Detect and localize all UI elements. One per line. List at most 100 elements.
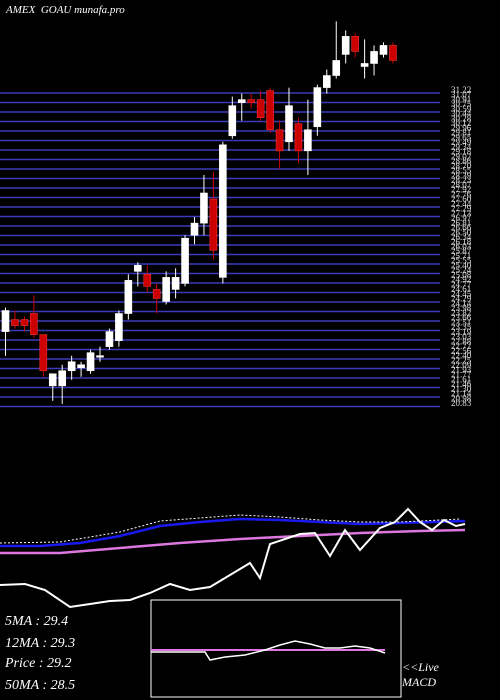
price-tick-label: 25.40 — [451, 260, 472, 270]
price-tick-label: 21.77 — [451, 370, 472, 380]
candle-down — [256, 99, 265, 119]
price-tick-label: 25.55 — [451, 256, 472, 266]
candle-down — [39, 334, 48, 372]
candle-down — [294, 123, 303, 152]
candle-up — [313, 87, 322, 128]
candle-up — [134, 265, 142, 272]
candle-up — [96, 355, 104, 358]
price-tick-label: 29.18 — [451, 147, 472, 157]
candle-up — [360, 63, 369, 67]
candle-down — [152, 289, 161, 299]
indicator-panel — [0, 507, 466, 698]
price-tick-label: 29.49 — [451, 137, 472, 147]
price-tick-label: 30.75 — [451, 99, 472, 109]
candle-up — [162, 277, 170, 302]
price-tick-label: 28.86 — [451, 156, 472, 166]
candle-up — [228, 105, 237, 137]
price-tick-label: 26.81 — [451, 218, 471, 228]
candle-up — [237, 99, 246, 103]
price-tick-label: 30.12 — [451, 118, 471, 128]
price-tick-label: 25.08 — [451, 270, 472, 280]
price-tick-label: 30.28 — [451, 113, 472, 123]
price-axis-labels: 31.2231.0730.9130.7530.5930.4430.2830.12… — [451, 85, 472, 408]
stat-price: Price : 29.2 — [5, 656, 72, 671]
price-tick-label: 21.93 — [451, 365, 472, 375]
price-tick-label: 24.77 — [451, 279, 472, 289]
candle-down — [20, 319, 29, 326]
price-tick-label: 24.45 — [451, 289, 472, 299]
price-tick-label: 23.82 — [451, 308, 471, 318]
price-tick-label: 24.92 — [451, 275, 471, 285]
price-tick-label: 29.65 — [451, 132, 472, 142]
ma-fast-line — [0, 517, 466, 548]
site-label: munafa.pro — [74, 4, 125, 16]
price-tick-label: 28.55 — [451, 166, 472, 176]
candle-up — [304, 129, 312, 152]
price-tick-label: 26.34 — [451, 232, 472, 242]
candle-up — [86, 352, 95, 372]
price-tick-label: 30.44 — [451, 109, 472, 119]
symbol-label: GOAU — [40, 4, 72, 16]
candle-down — [351, 36, 359, 52]
candle-up — [58, 370, 67, 387]
price-tick-label: 28.23 — [451, 175, 472, 185]
candle-up — [124, 280, 133, 314]
candle-up — [219, 144, 227, 278]
price-tick-label: 29.02 — [451, 151, 471, 161]
price-tick-label: 30.59 — [451, 104, 472, 114]
price-tick-label: 26.18 — [451, 237, 472, 247]
price-tick-label: 26.66 — [451, 223, 472, 233]
price-tick-label: 31.22 — [451, 85, 471, 95]
candle-up — [105, 331, 114, 347]
candle-up — [67, 361, 76, 372]
live-label: <<Live — [402, 660, 439, 674]
price-tick-label: 23.66 — [451, 313, 472, 323]
price-tick-label: 21.30 — [451, 384, 472, 394]
price-tick-label: 29.81 — [451, 128, 471, 138]
macd-line — [151, 640, 386, 661]
price-tick-label: 29.96 — [451, 123, 472, 133]
price-tick-label: 22.40 — [451, 351, 472, 361]
candle-up — [332, 60, 341, 76]
candle-down — [30, 313, 38, 335]
price-tick-label: 20.83 — [451, 398, 472, 408]
price-tick-label: 23.98 — [451, 303, 472, 313]
price-tick-label: 27.29 — [451, 204, 472, 214]
price-tick-label: 22.72 — [451, 341, 471, 351]
candle-up — [379, 45, 388, 55]
price-tick-label: 20.98 — [451, 393, 472, 403]
price-tick-label: 26.50 — [451, 227, 472, 237]
price-tick-label: 22.56 — [451, 346, 472, 356]
price-tick-label: 23.19 — [451, 327, 472, 337]
candle-down — [389, 45, 397, 61]
price-tick-label: 30.91 — [451, 94, 471, 104]
candle-down — [247, 99, 255, 103]
price-tick-label: 21.46 — [451, 379, 472, 389]
stat-ma12: 12MA : 29.3 — [5, 636, 76, 651]
price-tick-label: 25.87 — [451, 246, 472, 256]
price-tick-label: 23.03 — [451, 332, 472, 342]
stat-ma5: 5MA : 29.4 — [5, 614, 69, 629]
price-tick-label: 24.29 — [451, 294, 472, 304]
price-tick-label: 21.14 — [451, 389, 472, 399]
price-tick-label: 27.44 — [451, 199, 472, 209]
price-tick-label: 24.14 — [451, 298, 472, 308]
candle-down — [275, 129, 284, 152]
candle-up — [1, 310, 10, 332]
price-tick-label: 25.24 — [451, 265, 472, 275]
candle-up — [115, 313, 123, 341]
candle-up — [341, 36, 350, 55]
candle-down — [209, 198, 218, 251]
price-tick-label: 27.76 — [451, 189, 472, 199]
candle-down — [266, 90, 274, 131]
price-tick-label: 29.34 — [451, 142, 472, 152]
price-tick-label: 22.09 — [451, 360, 472, 370]
price-tick-label: 27.92 — [451, 185, 471, 195]
price-tick-label: 27.60 — [451, 194, 472, 204]
price-tick-label: 23.35 — [451, 322, 472, 332]
candle-up — [285, 105, 293, 143]
candle-up — [190, 222, 199, 236]
chart-header: AMEX GOAU munafa.pro — [6, 4, 125, 16]
candle-down — [11, 319, 19, 326]
